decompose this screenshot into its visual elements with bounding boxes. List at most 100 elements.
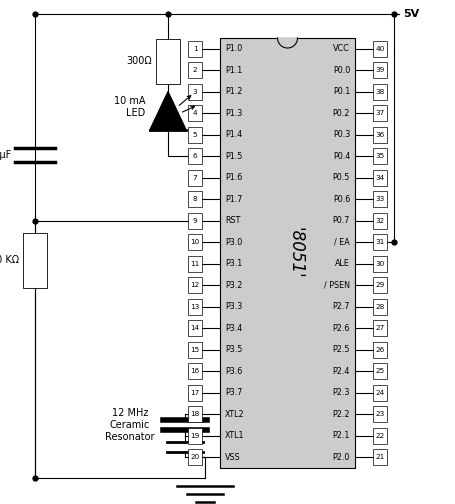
Text: 21: 21 <box>375 454 384 460</box>
Bar <box>188 299 202 315</box>
Polygon shape <box>150 92 186 130</box>
Text: P0.6: P0.6 <box>333 195 350 204</box>
Bar <box>188 449 202 465</box>
Text: 10 µF: 10 µF <box>0 150 11 160</box>
Text: P2.5: P2.5 <box>333 345 350 354</box>
Bar <box>373 385 387 401</box>
Text: 32: 32 <box>375 218 384 224</box>
Text: P3.7: P3.7 <box>225 388 243 397</box>
Text: RST: RST <box>225 216 240 225</box>
Text: 6: 6 <box>192 153 197 159</box>
Text: 10: 10 <box>190 239 200 245</box>
Text: 20: 20 <box>190 454 200 460</box>
Bar <box>23 233 47 288</box>
Polygon shape <box>278 38 298 48</box>
Text: P2.2: P2.2 <box>333 410 350 419</box>
Text: ALE: ALE <box>335 259 350 268</box>
Bar <box>373 428 387 444</box>
Text: 33: 33 <box>375 196 384 202</box>
Text: P1.5: P1.5 <box>225 152 243 161</box>
Bar <box>188 256 202 272</box>
Bar <box>373 62 387 78</box>
Bar <box>373 213 387 229</box>
Text: 16: 16 <box>190 368 200 374</box>
Text: 14: 14 <box>190 325 200 331</box>
Bar <box>373 320 387 336</box>
Text: 11: 11 <box>190 261 200 267</box>
Text: VSS: VSS <box>225 453 241 462</box>
Bar <box>188 170 202 186</box>
Text: 3: 3 <box>192 89 197 95</box>
Text: 9: 9 <box>192 218 197 224</box>
Text: P2.3: P2.3 <box>333 388 350 397</box>
Bar <box>188 84 202 100</box>
Text: 17: 17 <box>190 390 200 396</box>
Bar <box>188 385 202 401</box>
Bar <box>188 148 202 164</box>
Text: 29: 29 <box>375 282 384 288</box>
Text: P1.6: P1.6 <box>225 173 242 182</box>
Bar <box>373 299 387 315</box>
Text: P3.6: P3.6 <box>225 367 242 376</box>
Text: 25: 25 <box>375 368 384 374</box>
Text: P1.0: P1.0 <box>225 44 242 53</box>
Text: P0.3: P0.3 <box>333 130 350 139</box>
Text: P2.0: P2.0 <box>333 453 350 462</box>
Text: 31: 31 <box>375 239 384 245</box>
Text: XTL1: XTL1 <box>225 431 244 440</box>
Bar <box>373 127 387 143</box>
Text: XTL2: XTL2 <box>225 410 245 419</box>
Text: '8051': '8051' <box>287 227 304 279</box>
Text: 28: 28 <box>375 304 384 310</box>
Bar <box>373 363 387 380</box>
Bar <box>220 38 355 468</box>
Text: P1.4: P1.4 <box>225 130 242 139</box>
Text: 22: 22 <box>375 433 384 439</box>
Text: 24: 24 <box>375 390 384 396</box>
Bar <box>188 127 202 143</box>
Text: P0.5: P0.5 <box>333 173 350 182</box>
Text: P0.1: P0.1 <box>333 87 350 96</box>
Text: P1.1: P1.1 <box>225 66 242 75</box>
Text: P3.1: P3.1 <box>225 259 242 268</box>
Bar <box>373 41 387 57</box>
Bar <box>373 148 387 164</box>
Text: 39: 39 <box>375 67 384 73</box>
Text: P3.2: P3.2 <box>225 281 243 290</box>
Text: 7: 7 <box>192 175 197 181</box>
Text: P0.4: P0.4 <box>333 152 350 161</box>
Bar <box>373 256 387 272</box>
Text: 18: 18 <box>190 411 200 417</box>
Bar <box>373 170 387 186</box>
Bar <box>188 277 202 293</box>
Bar <box>156 39 180 84</box>
Text: 5: 5 <box>192 132 197 138</box>
Text: 19: 19 <box>190 433 200 439</box>
Bar <box>373 234 387 250</box>
Bar <box>373 342 387 358</box>
Text: P0.7: P0.7 <box>333 216 350 225</box>
Text: 10 mA
LED: 10 mA LED <box>113 96 145 118</box>
Text: 10 KΩ: 10 KΩ <box>0 255 19 265</box>
Bar <box>188 191 202 207</box>
Text: 34: 34 <box>375 175 384 181</box>
Text: 26: 26 <box>375 347 384 353</box>
Text: P3.4: P3.4 <box>225 324 242 333</box>
Text: P1.7: P1.7 <box>225 195 243 204</box>
Text: 1: 1 <box>192 46 197 52</box>
Bar <box>373 277 387 293</box>
Text: 35: 35 <box>375 153 384 159</box>
Text: 12 MHz
Ceramic
Resonator: 12 MHz Ceramic Resonator <box>105 408 155 442</box>
Text: VCC: VCC <box>333 44 350 53</box>
Text: P0.0: P0.0 <box>333 66 350 75</box>
Text: P3.5: P3.5 <box>225 345 243 354</box>
Bar <box>188 234 202 250</box>
Bar <box>373 105 387 121</box>
Bar <box>188 105 202 121</box>
Text: 23: 23 <box>375 411 384 417</box>
Text: P2.1: P2.1 <box>333 431 350 440</box>
Text: 30: 30 <box>375 261 384 267</box>
Text: P3.3: P3.3 <box>225 302 242 311</box>
Bar <box>188 320 202 336</box>
Text: 2: 2 <box>192 67 197 73</box>
